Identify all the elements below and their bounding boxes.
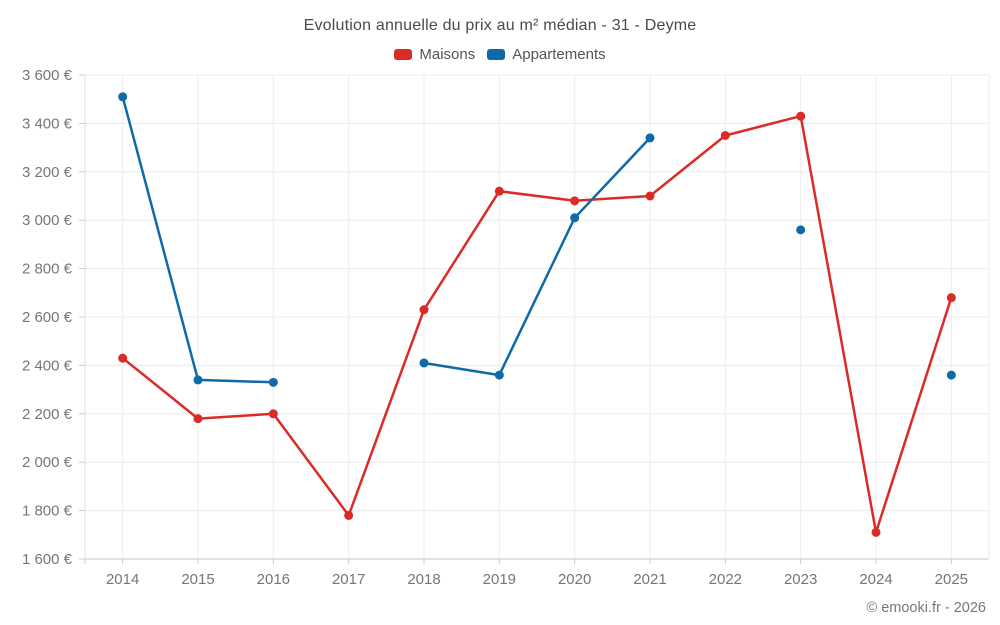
point-appartements-2015[interactable] [193,375,203,385]
legend-item-maisons[interactable]: Maisons [394,46,475,63]
point-maisons-2023[interactable] [796,111,806,121]
legend: Maisons Appartements [0,46,1000,63]
point-maisons-2020[interactable] [570,196,580,206]
y-tick-label: 2 200 € [22,406,73,423]
x-tick-label: 2019 [483,571,516,588]
legend-item-appartements[interactable]: Appartements [487,46,606,63]
point-maisons-2016[interactable] [268,409,278,419]
point-appartements-2018[interactable] [419,358,429,368]
y-tick-label: 2 400 € [22,357,73,374]
point-appartements-2021[interactable] [645,133,655,143]
x-tick-label: 2015 [181,571,214,588]
point-maisons-2019[interactable] [494,186,504,196]
point-maisons-2024[interactable] [871,527,881,537]
series-appartements-line [422,136,652,377]
maisons-legend-label: Maisons [419,46,476,63]
point-maisons-2022[interactable] [720,131,730,140]
point-appartements-2020[interactable] [570,213,580,223]
point-maisons-2021[interactable] [645,191,655,201]
y-tick-label: 3 000 € [22,212,73,229]
point-maisons-2015[interactable] [193,414,203,424]
point-maisons-2017[interactable] [344,510,354,520]
point-appartements-2016[interactable] [268,377,278,387]
y-tick-label: 2 600 € [22,309,73,326]
series-maisons-line [121,114,953,534]
x-tick-label: 2023 [784,571,817,588]
point-maisons-2014[interactable] [118,353,128,363]
copyright-footer: © emooki.fr - 2026 [866,600,986,616]
x-tick-label: 2022 [709,571,742,588]
point-appartements-2019[interactable] [494,370,504,380]
y-tick-label: 1 800 € [22,503,73,520]
y-tick-label: 1 600 € [22,551,73,568]
x-tick-label: 2025 [935,571,968,588]
point-appartements-2023[interactable] [796,225,806,235]
y-tick-label: 3 400 € [22,115,73,132]
x-tick-label: 2016 [257,571,290,588]
y-tick-label: 3 200 € [22,164,73,181]
point-maisons-2025[interactable] [946,293,956,303]
point-appartements-2014[interactable] [118,92,128,102]
x-tick-label: 2021 [633,571,666,588]
maisons-legend-swatch-icon [394,49,413,60]
x-tick-label: 2024 [859,571,892,588]
y-tick-label: 3 600 € [22,67,73,84]
y-tick-label: 2 800 € [22,261,73,278]
x-tick-label: 2018 [407,571,440,588]
x-tick-label: 2014 [106,571,139,588]
appartements-legend-swatch-icon [487,49,506,60]
point-appartements-2025[interactable] [946,370,956,380]
x-tick-label: 2017 [332,571,365,588]
chart-title: Evolution annuelle du prix au m² médian … [303,17,697,34]
appartements-legend-label: Appartements [512,46,606,63]
point-maisons-2018[interactable] [419,305,429,315]
x-tick-label: 2020 [558,571,591,588]
y-tick-label: 2 000 € [22,454,73,471]
